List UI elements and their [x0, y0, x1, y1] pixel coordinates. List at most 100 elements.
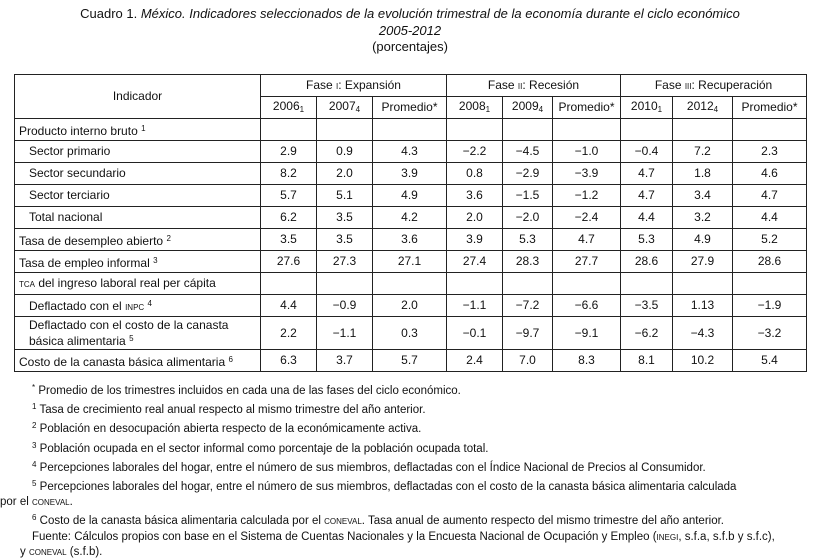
- cell: 3.5: [260, 228, 317, 251]
- cell: −1.5: [502, 184, 553, 207]
- row-label: Deflactado con el inpc 4: [14, 294, 261, 317]
- cell: 2.0: [316, 162, 373, 185]
- cell: 28.6: [731, 250, 808, 273]
- cell: 4.2: [372, 206, 447, 229]
- footnote: 2 Población en desocupación abierta resp…: [32, 421, 422, 436]
- cell: −4.3: [672, 316, 733, 350]
- cell: 0.9: [316, 140, 373, 163]
- cell: −9.7: [502, 316, 553, 350]
- footnote: 6 Costo de la canasta básica alimentaria…: [32, 513, 724, 528]
- table-row: Sector terciario 5.7 5.1 4.9 3.6 −1.5 −1…: [14, 184, 808, 207]
- cell: 3.7: [316, 349, 373, 372]
- cell: 5.2: [731, 228, 808, 251]
- cell: 27.1: [372, 250, 447, 273]
- footnote: * Promedio de los trimestres incluidos e…: [32, 383, 461, 397]
- cell: 27.4: [446, 250, 503, 273]
- row-label: Tasa de desempleo abierto 2: [14, 228, 261, 251]
- source-note-continuation: y coneval (s.f.b).: [20, 545, 103, 558]
- header-2012: 20124: [672, 96, 733, 119]
- cell: 28.3: [502, 250, 553, 273]
- table-row: Costo de la canasta básica alimentaria 6…: [14, 349, 808, 372]
- cell: 0.8: [446, 162, 503, 185]
- cell: −1.2: [552, 184, 621, 207]
- document-page: Cuadro 1. México. Indicadores selecciona…: [0, 6, 820, 558]
- header-fase-1: Fase i: Expansión: [260, 74, 447, 97]
- header-fase-2: Fase ii: Recesión: [446, 74, 621, 97]
- cell: 4.4: [620, 206, 673, 229]
- table-row: Deflactado con el inpc 4 4.4 −0.9 2.0 −1…: [14, 294, 808, 317]
- caption-line-1: Cuadro 1. México. Indicadores selecciona…: [0, 6, 820, 23]
- caption-units: (porcentajes): [372, 39, 448, 54]
- cell: 1.8: [672, 162, 733, 185]
- cell: 27.9: [672, 250, 733, 273]
- table-row: Total nacional 6.2 3.5 4.2 2.0 −2.0 −2.4…: [14, 206, 808, 229]
- cell: 28.6: [620, 250, 673, 273]
- cell: 3.5: [316, 206, 373, 229]
- cell: −2.4: [552, 206, 621, 229]
- footnote-continuation: por el coneval.: [0, 496, 73, 509]
- cell: 3.9: [446, 228, 503, 251]
- cell: 6.2: [260, 206, 317, 229]
- cell: 4.4: [731, 206, 808, 229]
- cell: −3.9: [552, 162, 621, 185]
- cell: 8.3: [552, 349, 621, 372]
- header-promedio-3: Promedio*: [731, 96, 808, 119]
- cell: 0.3: [372, 316, 447, 350]
- cell: 2.9: [260, 140, 317, 163]
- header-row-2: 20061 20074 Promedio* 20081 20094 Promed…: [15, 96, 808, 119]
- table-row: Deflactado con el costo de la canasta bás…: [14, 316, 808, 350]
- cell: 27.3: [316, 250, 373, 273]
- indicators-table: Indicador Fase i: Expansión Fase ii: Rec…: [14, 74, 808, 372]
- cell: 4.9: [372, 184, 447, 207]
- cell: 4.9: [672, 228, 733, 251]
- cell: 4.7: [552, 228, 621, 251]
- cell: −1.1: [316, 316, 373, 350]
- cell: 2.2: [260, 316, 317, 350]
- cell: −2.9: [502, 162, 553, 185]
- cell: 3.6: [446, 184, 503, 207]
- row-label: Sector primario: [14, 140, 261, 163]
- cell: 4.4: [260, 294, 317, 317]
- cell: 5.1: [316, 184, 373, 207]
- cell: 3.2: [672, 206, 733, 229]
- cell: 4.7: [731, 184, 808, 207]
- cell: 2.3: [731, 140, 808, 163]
- caption-title: México. Indicadores seleccionados de la …: [140, 6, 740, 21]
- cell: −4.5: [502, 140, 553, 163]
- cell: −3.5: [620, 294, 673, 317]
- cell: 27.7: [552, 250, 621, 273]
- cell: 10.2: [672, 349, 733, 372]
- row-label: Total nacional: [14, 206, 261, 229]
- cell: −0.9: [316, 294, 373, 317]
- row-label: Tasa de empleo informal 3: [14, 250, 261, 273]
- header-2010: 20101: [620, 96, 673, 119]
- cell: 4.6: [731, 162, 808, 185]
- cell: 5.7: [372, 349, 447, 372]
- cell: 5.4: [731, 349, 808, 372]
- cell: −0.4: [620, 140, 673, 163]
- cell: 3.9: [372, 162, 447, 185]
- cell: −2.2: [446, 140, 503, 163]
- cell: −1.0: [552, 140, 621, 163]
- cell: 3.6: [372, 228, 447, 251]
- cell: −7.2: [502, 294, 553, 317]
- cell: −2.0: [502, 206, 553, 229]
- row-label: Producto interno bruto 1: [14, 118, 261, 141]
- cell: 2.4: [446, 349, 503, 372]
- caption-prefix: Cuadro 1.: [80, 6, 141, 21]
- header-fase-3: Fase iii: Recuperación: [619, 74, 808, 97]
- cell: 7.0: [502, 349, 553, 372]
- header-promedio-1: Promedio*: [372, 96, 447, 119]
- cell: 2.0: [372, 294, 447, 317]
- footnote: 1 Tasa de crecimiento real anual respect…: [32, 402, 426, 417]
- cell: 4.7: [620, 162, 673, 185]
- header-2006: 20061: [260, 96, 317, 119]
- row-label: Deflactado con el costo de la canasta bás…: [14, 316, 261, 350]
- source-note: Fuente: Cálculos propios con base en el …: [32, 530, 775, 543]
- cell: 5.3: [620, 228, 673, 251]
- cell: 8.1: [620, 349, 673, 372]
- cell: −1.1: [446, 294, 503, 317]
- table-row: Sector primario 2.9 0.9 4.3 −2.2 −4.5 −1…: [14, 140, 808, 163]
- row-label: Sector terciario: [14, 184, 261, 207]
- header-promedio-2: Promedio*: [552, 96, 621, 119]
